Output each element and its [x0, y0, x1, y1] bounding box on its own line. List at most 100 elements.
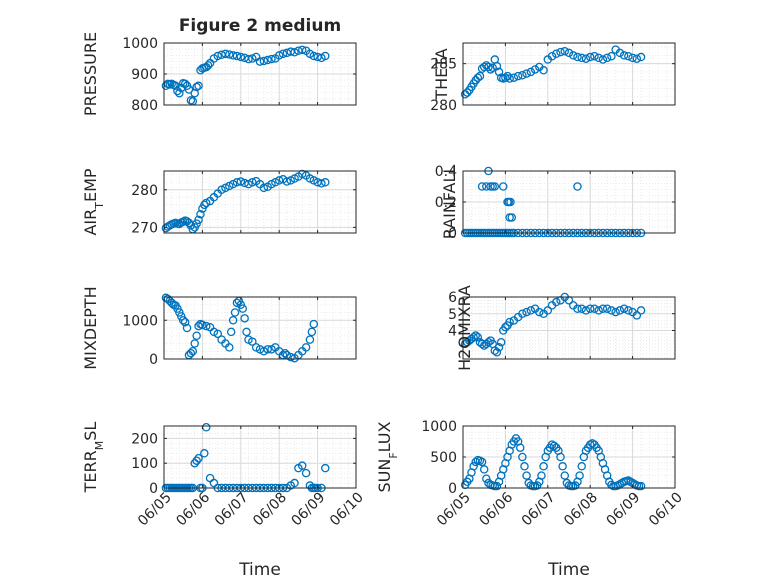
y-tick-label: 0	[149, 352, 158, 368]
data-point	[636, 306, 646, 315]
data-point	[496, 337, 506, 347]
data-point	[607, 51, 616, 61]
y-tick-label: 4	[448, 324, 457, 340]
data-point	[560, 471, 570, 480]
data-point	[522, 471, 531, 480]
y-tick-label: 0	[448, 226, 457, 242]
y-tick-label: 1000	[122, 313, 158, 329]
data-point	[513, 71, 523, 81]
data-point	[307, 327, 317, 337]
data-point	[240, 314, 249, 323]
y-tick-label: 200	[131, 431, 158, 447]
y-tick-label: 280	[131, 183, 158, 199]
data-point	[624, 306, 633, 315]
data-point	[552, 49, 561, 58]
data-point	[615, 306, 625, 315]
data-point	[590, 304, 599, 313]
data-point	[522, 69, 531, 78]
data-point	[539, 66, 548, 75]
data-point	[564, 48, 574, 58]
data-point	[490, 182, 500, 191]
data-point	[236, 177, 246, 186]
data-point	[484, 337, 493, 347]
data-point	[619, 304, 629, 313]
data-point	[192, 331, 201, 340]
y-tick-label: 500	[430, 450, 457, 466]
data-point	[194, 81, 203, 91]
data-point	[186, 348, 196, 358]
data-point	[477, 182, 487, 191]
subplot-1: 800 900 1000 PRESSURE	[81, 32, 357, 116]
y-tick-label: 5	[448, 307, 457, 323]
data-point	[180, 317, 190, 327]
data-point	[581, 306, 591, 315]
data-point	[488, 63, 497, 73]
data-point	[573, 52, 582, 62]
x-axis-label: Time	[238, 560, 281, 580]
x-tick-label: 06/08	[561, 490, 601, 530]
y-tick-label: 0	[448, 481, 457, 497]
data-point	[594, 53, 603, 63]
plot-area	[164, 426, 356, 488]
axes-box	[163, 425, 357, 489]
data-point	[301, 468, 311, 478]
data-point	[482, 182, 491, 191]
data-point	[236, 52, 246, 62]
data-point	[577, 462, 586, 471]
data-point	[494, 343, 504, 352]
data-point	[507, 213, 517, 222]
data-point	[309, 319, 319, 329]
data-point	[473, 332, 483, 342]
data-point	[171, 81, 180, 91]
data-point	[228, 51, 238, 60]
axes-box	[163, 170, 357, 234]
data-point	[248, 54, 257, 63]
data-point	[192, 82, 201, 92]
data-point	[290, 478, 299, 488]
data-point	[286, 352, 295, 362]
data-point	[226, 327, 236, 337]
figure-title: Figure 2 medium	[179, 16, 341, 36]
y-axis-label: THETA	[432, 48, 451, 100]
data-point	[180, 79, 190, 89]
data-point	[175, 88, 184, 98]
data-point	[509, 73, 519, 82]
data-point	[200, 449, 209, 458]
data-point	[547, 51, 557, 61]
data-point	[636, 52, 646, 62]
data-point	[575, 471, 584, 480]
data-point	[259, 56, 269, 66]
data-point	[515, 443, 525, 452]
y-axis-label: H2OMIXRA	[455, 285, 474, 371]
plot-area	[463, 43, 675, 105]
data-point	[585, 52, 595, 62]
data-point	[182, 323, 192, 333]
data-point	[598, 55, 608, 64]
y-tick-label: 280	[430, 98, 457, 114]
y-tick-label: 0	[149, 481, 158, 497]
data-point	[238, 304, 247, 313]
data-point	[190, 339, 199, 348]
data-point	[492, 61, 502, 71]
data-point	[242, 327, 251, 337]
data-point	[501, 73, 510, 82]
data-point	[213, 51, 223, 61]
data-point	[628, 53, 637, 63]
data-point	[194, 215, 203, 225]
y-tick-label: 100	[131, 456, 158, 472]
data-point	[535, 307, 544, 317]
data-point	[558, 462, 567, 471]
y-tick-label: 0.4	[435, 164, 457, 180]
data-point	[632, 311, 642, 320]
data-point	[192, 456, 201, 465]
data-point	[232, 51, 242, 61]
data-point	[255, 57, 265, 66]
data-point	[201, 321, 211, 331]
data-point	[484, 62, 493, 72]
y-tick-label: 270	[131, 220, 158, 236]
data-point	[301, 343, 311, 352]
data-point	[221, 49, 230, 59]
